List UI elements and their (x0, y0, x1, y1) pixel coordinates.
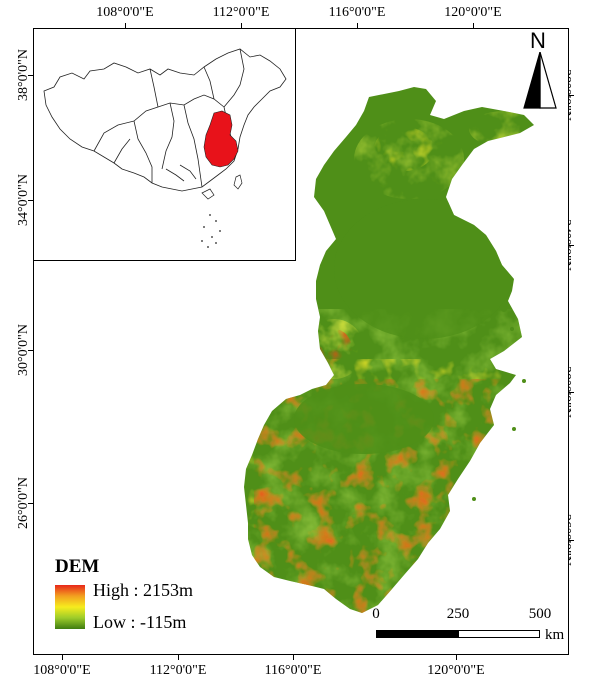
china-outline (43, 48, 287, 248)
tick-mark (569, 95, 574, 96)
tick-mark (569, 392, 574, 393)
bottom-lon-label-108: 108°0'0"E (33, 663, 91, 678)
map-frame (33, 28, 569, 655)
tick-mark (28, 350, 33, 351)
scale-label-0: 0 (372, 606, 380, 622)
tick-mark (357, 23, 358, 28)
study-region-highlight (203, 110, 239, 168)
tick-mark (569, 245, 574, 246)
scale-label-500: 500 (528, 606, 552, 622)
hainan-outline (201, 188, 215, 200)
scale-label-250: 250 (446, 606, 470, 622)
island (510, 327, 514, 331)
tick-mark (569, 540, 574, 541)
island (512, 427, 516, 431)
scale-unit: km (545, 627, 565, 643)
tick-mark (62, 655, 63, 660)
tick-mark (28, 503, 33, 504)
tick-mark (241, 23, 242, 28)
top-lon-label-112: 112°0'0"E (212, 5, 270, 20)
scale-bar-segment-black (376, 630, 458, 638)
island (501, 306, 507, 312)
legend-low-label: Low : -115m (93, 612, 187, 632)
bottom-lon-label-112: 112°0'0"E (149, 663, 207, 678)
legend-color-ramp (55, 585, 85, 629)
inset-map (34, 29, 296, 261)
north-arrow-icon (523, 52, 557, 109)
legend-high-label: High : 2153m (93, 580, 194, 600)
legend-title: DEM (55, 556, 100, 577)
island (472, 497, 476, 501)
island (522, 379, 526, 383)
tick-mark (456, 655, 457, 660)
north-letter: N (530, 28, 546, 53)
bottom-lon-label-116: 116°0'0"E (264, 663, 322, 678)
tick-mark (125, 23, 126, 28)
taiwan-outline (233, 174, 243, 190)
top-lon-label-120: 120°0'0"E (444, 5, 502, 20)
tick-mark (178, 655, 179, 660)
scale-bar-segment-white (458, 630, 540, 638)
dem-map (244, 87, 534, 613)
tick-mark (28, 200, 33, 201)
top-lon-label-116: 116°0'0"E (328, 5, 386, 20)
tick-mark (28, 75, 33, 76)
south-sea-islands (201, 214, 221, 248)
tick-mark (293, 655, 294, 660)
tick-mark (473, 23, 474, 28)
top-lon-label-108: 108°0'0"E (96, 5, 154, 20)
bottom-lon-label-120: 120°0'0"E (427, 663, 485, 678)
